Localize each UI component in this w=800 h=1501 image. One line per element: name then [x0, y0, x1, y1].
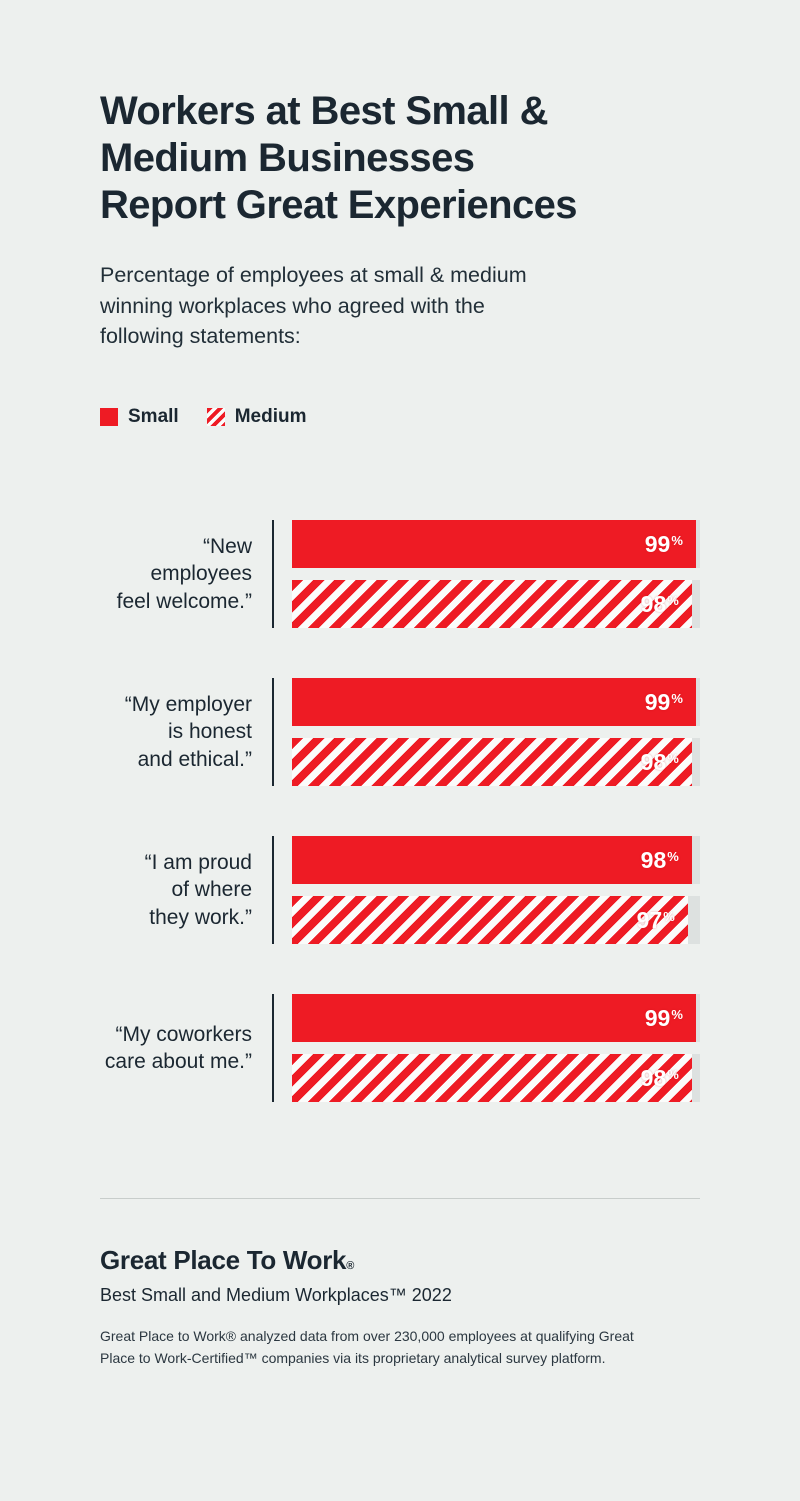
bar-pair: 98% 97% — [292, 836, 700, 945]
legend: Small Medium — [100, 406, 700, 428]
footer: Great Place To Work® Best Small and Medi… — [100, 1245, 700, 1369]
bar-track: 99% — [292, 994, 700, 1043]
bar-medium: 98% — [292, 1054, 692, 1103]
category-label: “My employer is honest and ethical.” — [124, 692, 252, 772]
bar-track: 98% — [292, 836, 700, 885]
category-label: “My coworkers care about me.” — [104, 1022, 252, 1074]
value-label: 99% — [644, 1004, 683, 1031]
bar-track: 98% — [292, 738, 700, 787]
value-label: 99% — [644, 530, 683, 557]
value-label: 98% — [640, 1064, 679, 1091]
footer-divider — [100, 1198, 700, 1200]
bar-pair: 99% 98% — [292, 520, 700, 629]
legend-label-medium: Medium — [234, 406, 307, 428]
bar-chart: “New employees feel welcome.” 99% 98% “M… — [100, 520, 700, 1103]
value-label: 99% — [644, 688, 683, 715]
chart-subtitle: Percentage of employees at small & mediu… — [100, 262, 527, 349]
infographic: Workers at Best Small & Medium Businesse… — [100, 89, 700, 1369]
legend-item-small: Small — [100, 406, 179, 428]
value-label: 97% — [636, 906, 675, 933]
edition-label: Best Small and Medium Workplaces™ 2022 — [100, 1285, 452, 1306]
axis-line — [272, 836, 274, 945]
axis-line — [272, 678, 274, 787]
bar-track: 98% — [292, 1054, 700, 1103]
bar-pair: 99% 98% — [292, 678, 700, 787]
value-label: 98% — [640, 748, 679, 775]
bar-small: 99% — [292, 994, 696, 1043]
legend-label-small: Small — [128, 406, 179, 428]
legend-item-medium: Medium — [206, 406, 307, 428]
methodology-footnote: Great Place to Work® analyzed data from … — [100, 1328, 634, 1367]
bar-small: 98% — [292, 836, 692, 885]
bar-group-honest-ethical: “My employer is honest and ethical.” 99%… — [100, 678, 700, 787]
axis-line — [272, 994, 274, 1103]
bar-track: 97% — [292, 896, 700, 945]
bar-pair: 99% 98% — [292, 994, 700, 1103]
bar-track: 99% — [292, 520, 700, 569]
bar-small: 99% — [292, 520, 696, 569]
bar-medium: 97% — [292, 896, 688, 945]
bar-track: 99% — [292, 678, 700, 727]
bar-group-new-employees: “New employees feel welcome.” 99% 98% — [100, 520, 700, 629]
bar-small: 99% — [292, 678, 696, 727]
category-label: “New employees feel welcome.” — [116, 534, 252, 614]
bar-group-coworkers: “My coworkers care about me.” 99% 98% — [100, 994, 700, 1103]
value-label: 98% — [640, 590, 679, 617]
page-title: Workers at Best Small & Medium Businesse… — [100, 89, 578, 228]
value-label: 98% — [640, 846, 679, 873]
gptw-logo: Great Place To Work® — [100, 1245, 355, 1276]
bar-medium: 98% — [292, 738, 692, 787]
category-label: “I am proud of where they work.” — [144, 850, 252, 930]
bar-group-proud: “I am proud of where they work.” 98% 97% — [100, 836, 700, 945]
medium-swatch-icon — [206, 408, 225, 427]
registered-mark: ® — [346, 1260, 355, 1273]
small-swatch-icon — [100, 408, 118, 427]
bar-medium: 98% — [292, 580, 692, 629]
axis-line — [272, 520, 274, 629]
bar-track: 98% — [292, 580, 700, 629]
